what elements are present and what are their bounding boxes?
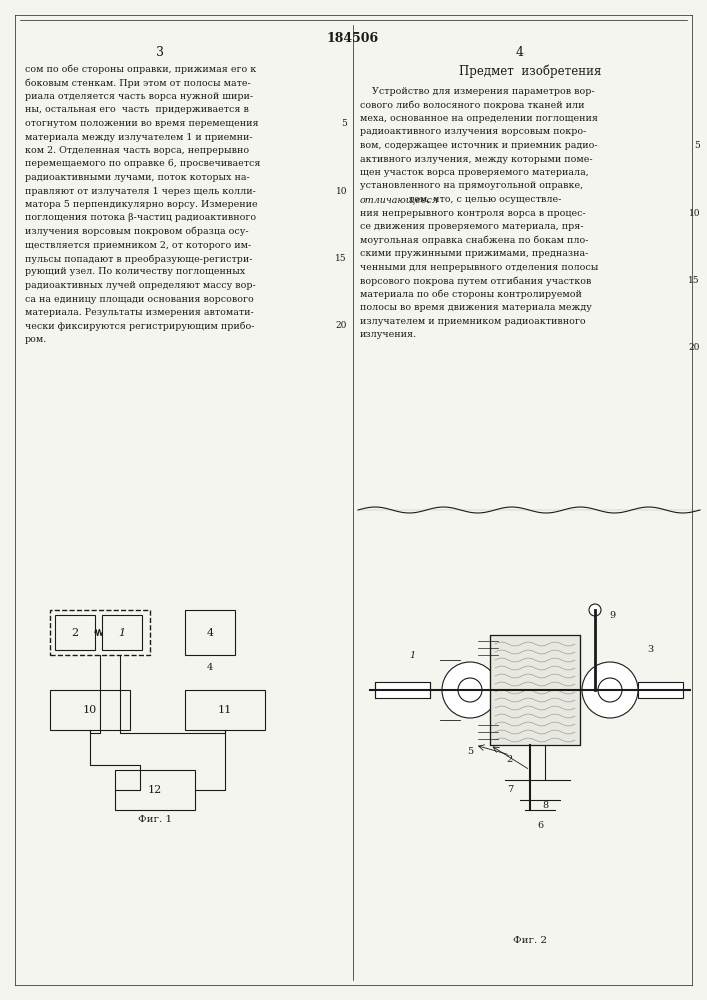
Text: 20: 20: [689, 344, 700, 353]
Bar: [490, 635, 580, 745]
Text: излучения ворсовым покровом образца осу-: излучения ворсовым покровом образца осу-: [25, 227, 249, 236]
Text: боковым стенкам. При этом от полосы мате-: боковым стенкам. При этом от полосы мате…: [25, 79, 251, 88]
Text: се движения проверяемого материала, пря-: се движения проверяемого материала, пря-: [360, 222, 583, 231]
Text: 6: 6: [537, 820, 543, 830]
Text: радиоактивных лучей определяют массу вор-: радиоактивных лучей определяют массу вор…: [25, 281, 256, 290]
Text: 3: 3: [647, 646, 653, 654]
Text: отличающееся: отличающееся: [360, 195, 439, 204]
Text: сом по обе стороны оправки, прижимая его к: сом по обе стороны оправки, прижимая его…: [25, 65, 256, 75]
Text: перемещаемого по оправке 6, просвечивается: перемещаемого по оправке 6, просвечивает…: [25, 159, 260, 168]
Text: 5: 5: [467, 748, 473, 756]
Text: пульсы попадают в преобразующе-регистри-: пульсы попадают в преобразующе-регистри-: [25, 254, 252, 263]
Text: правляют от излучателя 1 через щель колли-: правляют от излучателя 1 через щель колл…: [25, 186, 256, 196]
Text: 184506: 184506: [327, 31, 379, 44]
Text: 1: 1: [119, 628, 126, 638]
Text: радиоактивными лучами, поток которых на-: радиоактивными лучами, поток которых на-: [25, 173, 250, 182]
Text: 8: 8: [542, 800, 548, 810]
Text: ченными для непрерывного отделения полосы: ченными для непрерывного отделения полос…: [360, 262, 598, 271]
Text: 15: 15: [335, 254, 347, 263]
Bar: [102, 615, 142, 650]
Text: 3: 3: [156, 45, 164, 58]
Text: 12: 12: [148, 785, 162, 795]
Circle shape: [442, 662, 498, 718]
Text: отогнутом положении во время перемещения: отогнутом положении во время перемещения: [25, 119, 259, 128]
Text: материала по обе стороны контролируемой: материала по обе стороны контролируемой: [360, 290, 582, 299]
Text: 10: 10: [336, 186, 347, 196]
Circle shape: [582, 662, 638, 718]
Text: сового либо волосяного покрова тканей или: сового либо волосяного покрова тканей ил…: [360, 101, 585, 110]
Text: материала между излучателем 1 и приемни-: материала между излучателем 1 и приемни-: [25, 132, 252, 141]
Text: са на единицу площади основания ворсового: са на единицу площади основания ворсовог…: [25, 294, 254, 304]
Text: 5: 5: [341, 119, 347, 128]
Text: ком 2. Отделенная часть ворса, непрерывно: ком 2. Отделенная часть ворса, непрерывн…: [25, 146, 249, 155]
Text: чески фиксируются регистрирующим прибо-: чески фиксируются регистрирующим прибо-: [25, 322, 255, 331]
Bar: [50, 610, 150, 655]
Text: излучения.: излучения.: [360, 330, 417, 339]
Text: материала. Результаты измерения автомати-: материала. Результаты измерения автомати…: [25, 308, 254, 317]
Text: 10: 10: [689, 209, 700, 218]
Text: меха, основанное на определении поглощения: меха, основанное на определении поглощен…: [360, 114, 598, 123]
Text: щен участок ворса проверяемого материала,: щен участок ворса проверяемого материала…: [360, 168, 589, 177]
Text: 7: 7: [507, 786, 513, 794]
Circle shape: [589, 604, 601, 616]
Text: Фиг. 1: Фиг. 1: [138, 815, 172, 824]
Text: Фиг. 2: Фиг. 2: [513, 936, 547, 945]
Text: 4: 4: [206, 628, 214, 638]
Text: установленного на прямоугольной оправке,: установленного на прямоугольной оправке,: [360, 182, 583, 190]
Text: Предмет  изобретения: Предмет изобретения: [459, 64, 601, 78]
Text: 9: 9: [609, 610, 615, 619]
Text: моугольная оправка снабжена по бокам пло-: моугольная оправка снабжена по бокам пло…: [360, 235, 588, 245]
Text: скими пружинными прижимами, предназна-: скими пружинными прижимами, предназна-: [360, 249, 588, 258]
Text: 20: 20: [336, 322, 347, 330]
Text: ром.: ром.: [25, 335, 47, 344]
Text: рующий узел. По количеству поглощенных: рующий узел. По количеству поглощенных: [25, 267, 245, 276]
Text: поглощения потока β-частиц радиоактивного: поглощения потока β-частиц радиоактивног…: [25, 214, 256, 223]
Text: 4: 4: [516, 45, 524, 58]
Text: 5: 5: [694, 141, 700, 150]
Text: 2: 2: [507, 756, 513, 764]
Text: 4: 4: [207, 663, 213, 672]
Text: ния непрерывного контроля ворса в процес-: ния непрерывного контроля ворса в процес…: [360, 209, 586, 218]
Text: вом, содержащее источник и приемник радио-: вом, содержащее источник и приемник ради…: [360, 141, 597, 150]
Bar: [55, 615, 95, 650]
Text: излучателем и приемником радиоактивного: излучателем и приемником радиоактивного: [360, 316, 585, 326]
Bar: [375, 682, 430, 698]
Text: 11: 11: [218, 705, 232, 715]
Text: 2: 2: [71, 628, 78, 638]
Text: матора 5 перпендикулярно ворсу. Измерение: матора 5 перпендикулярно ворсу. Измерени…: [25, 200, 257, 209]
Text: 15: 15: [689, 276, 700, 285]
Text: 1: 1: [409, 650, 415, 660]
Text: полосы во время движения материала между: полосы во время движения материала между: [360, 303, 592, 312]
Text: риала отделяется часть ворса нужной шири-: риала отделяется часть ворса нужной шири…: [25, 92, 253, 101]
Bar: [185, 690, 265, 730]
Text: ворсового покрова путем отгибания участков: ворсового покрова путем отгибания участк…: [360, 276, 591, 286]
Text: радиоактивного излучения ворсовым покро-: радиоактивного излучения ворсовым покро-: [360, 127, 586, 136]
Bar: [115, 770, 195, 810]
Text: ны, остальная его  часть  придерживается в: ны, остальная его часть придерживается в: [25, 105, 249, 114]
Bar: [50, 690, 130, 730]
Text: Устройство для измерения параметров вор-: Устройство для измерения параметров вор-: [360, 87, 595, 96]
Text: 10: 10: [83, 705, 97, 715]
Text: ществляется приемником 2, от которого им-: ществляется приемником 2, от которого им…: [25, 240, 251, 249]
Text: активного излучения, между которыми поме-: активного излучения, между которыми поме…: [360, 154, 592, 163]
Text: тем, что, с целью осуществле-: тем, что, с целью осуществле-: [407, 195, 561, 204]
Bar: [185, 610, 235, 655]
Bar: [638, 682, 683, 698]
